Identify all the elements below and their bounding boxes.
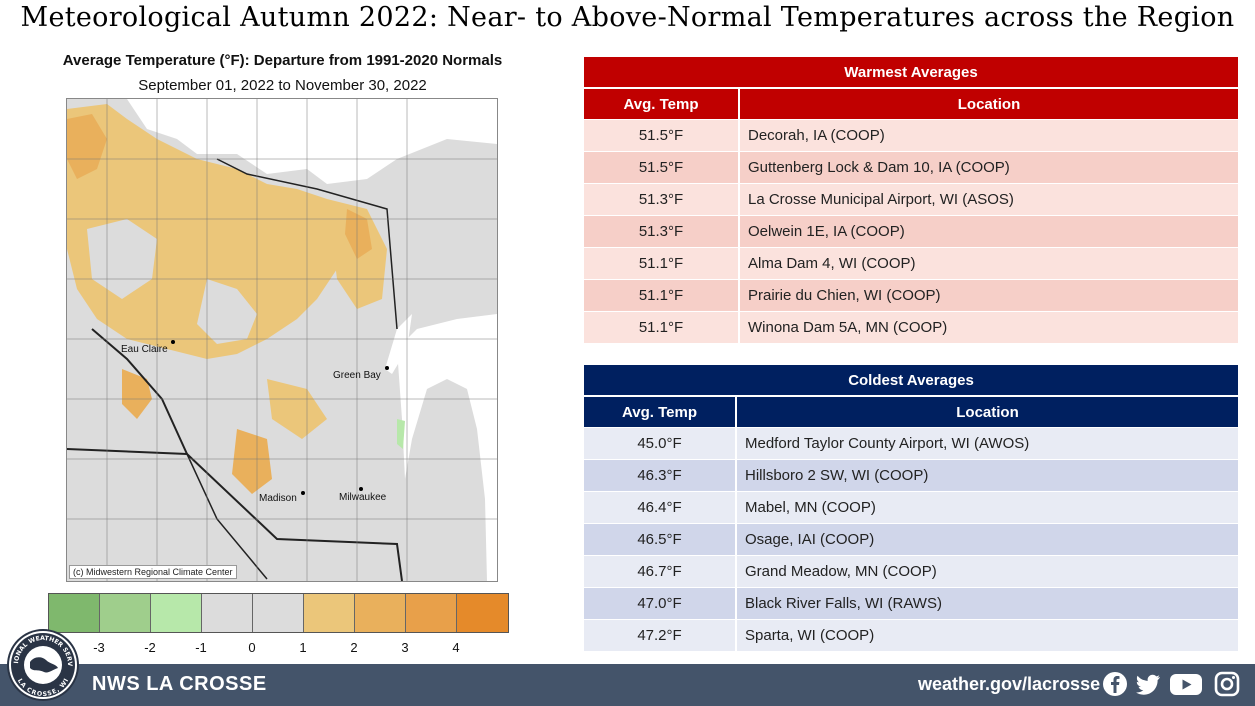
avg-temp-cell: 46.7°F [584, 555, 737, 588]
avg-temp-cell: 46.5°F [584, 523, 737, 556]
avg-temp-cell: 46.3°F [584, 459, 737, 492]
location-cell: Decorah, IA (COOP) [739, 119, 1238, 152]
twitter-icon[interactable] [1134, 670, 1162, 698]
temperature-departure-map: Eau Claire Green Bay Madison Milwaukee (… [66, 98, 498, 582]
table-row: 51.3°F La Crosse Municipal Airport, WI (A… [584, 183, 1238, 216]
coldest-header: Coldest Averages [584, 365, 1238, 396]
table-row: 46.3°F Hillsboro 2 SW, WI (COOP) [584, 459, 1238, 492]
table-row: 51.1°F Prairie du Chien, WI (COOP) [584, 279, 1238, 312]
legend-swatch [202, 594, 253, 632]
map-subtitle: September 01, 2022 to November 30, 2022 [138, 77, 427, 94]
legend-swatch [253, 594, 304, 632]
coldest-col-location: Location [736, 395, 1238, 428]
legend-tick-label: 4 [452, 640, 460, 655]
warmest-averages-table: Warmest Averages Avg. Temp Location 51.5… [584, 57, 1238, 343]
website-link[interactable]: weather.gov/lacrosse [918, 674, 1101, 694]
location-cell: Alma Dam 4, WI (COOP) [739, 247, 1238, 280]
map-graphic [67, 99, 497, 581]
legend-swatch [355, 594, 406, 632]
page-title: Meteorological Autumn 2022: Near- to Abo… [20, 2, 1235, 33]
location-cell: Grand Meadow, MN (COOP) [736, 555, 1238, 588]
nws-logo: NATIONAL WEATHER SERVICE LA CROSSE, WI [6, 628, 79, 701]
location-cell: Osage, IAI (COOP) [736, 523, 1238, 556]
table-row: 45.0°F Medford Taylor County Airport, WI … [584, 427, 1238, 460]
location-cell: Guttenberg Lock & Dam 10, IA (COOP) [739, 151, 1238, 184]
legend-swatch [457, 594, 508, 632]
avg-temp-cell: 51.5°F [584, 151, 740, 184]
avg-temp-cell: 45.0°F [584, 427, 737, 460]
warmest-header: Warmest Averages [584, 57, 1238, 88]
instagram-icon[interactable] [1213, 670, 1241, 698]
table-row: 51.5°F Guttenberg Lock & Dam 10, IA (COOP… [584, 151, 1238, 184]
city-marker-madison [301, 491, 305, 495]
city-label-eau-claire: Eau Claire [121, 344, 168, 355]
legend-tick-label: 0 [248, 640, 256, 655]
location-cell: La Crosse Municipal Airport, WI (ASOS) [739, 183, 1238, 216]
table-row: 51.5°F Decorah, IA (COOP) [584, 119, 1238, 152]
legend-swatch [100, 594, 151, 632]
office-name: NWS LA CROSSE [92, 673, 267, 695]
city-label-madison: Madison [259, 493, 297, 504]
legend-swatch [406, 594, 457, 632]
table-row: 47.0°F Black River Falls, WI (RAWS) [584, 587, 1238, 620]
location-cell: Winona Dam 5A, MN (COOP) [739, 311, 1238, 343]
avg-temp-cell: 51.5°F [584, 119, 740, 152]
legend-tick-label: 2 [350, 640, 358, 655]
coldest-averages-table: Coldest Averages Avg. Temp Location 45.0… [584, 365, 1238, 651]
location-cell: Hillsboro 2 SW, WI (COOP) [736, 459, 1238, 492]
table-row: 46.7°F Grand Meadow, MN (COOP) [584, 555, 1238, 588]
table-row: 47.2°F Sparta, WI (COOP) [584, 619, 1238, 651]
city-marker-milwaukee [359, 487, 363, 491]
legend-tick-label: -1 [195, 640, 207, 655]
legend-swatch [304, 594, 355, 632]
location-cell: Black River Falls, WI (RAWS) [736, 587, 1238, 620]
location-cell: Oelwein 1E, IA (COOP) [739, 215, 1238, 248]
city-marker-eau-claire [171, 340, 175, 344]
table-row: 51.1°F Alma Dam 4, WI (COOP) [584, 247, 1238, 280]
legend-tick-label: 1 [299, 640, 307, 655]
legend-swatch [151, 594, 202, 632]
city-marker-green-bay [385, 366, 389, 370]
youtube-icon[interactable] [1169, 670, 1203, 698]
location-cell: Mabel, MN (COOP) [736, 491, 1238, 524]
avg-temp-cell: 51.3°F [584, 183, 740, 216]
temperature-legend [48, 593, 509, 633]
city-label-milwaukee: Milwaukee [339, 492, 387, 503]
warmest-col-location: Location [739, 87, 1238, 120]
table-row: 46.5°F Osage, IAI (COOP) [584, 523, 1238, 556]
avg-temp-cell: 47.2°F [584, 619, 737, 651]
legend-tick-label: -2 [144, 640, 156, 655]
legend-swatch [49, 594, 100, 632]
map-credit: (c) Midwestern Regional Climate Center [69, 565, 237, 579]
avg-temp-cell: 47.0°F [584, 587, 737, 620]
avg-temp-cell: 51.3°F [584, 215, 740, 248]
table-row: 46.4°F Mabel, MN (COOP) [584, 491, 1238, 524]
warmest-col-temp: Avg. Temp [584, 87, 740, 120]
avg-temp-cell: 51.1°F [584, 247, 740, 280]
location-cell: Prairie du Chien, WI (COOP) [739, 279, 1238, 312]
table-row: 51.3°F Oelwein 1E, IA (COOP) [584, 215, 1238, 248]
table-row: 51.1°F Winona Dam 5A, MN (COOP) [584, 311, 1238, 343]
legend-tick-label: -3 [93, 640, 105, 655]
location-cell: Sparta, WI (COOP) [736, 619, 1238, 651]
avg-temp-cell: 51.1°F [584, 279, 740, 312]
legend-tick-label: 3 [401, 640, 409, 655]
facebook-icon[interactable] [1101, 670, 1129, 698]
avg-temp-cell: 51.1°F [584, 311, 740, 343]
footer-bar: NWS LA CROSSE weather.gov/lacrosse [0, 664, 1255, 706]
city-label-green-bay: Green Bay [333, 370, 381, 381]
coldest-col-temp: Avg. Temp [584, 395, 737, 428]
map-title: Average Temperature (°F): Departure from… [62, 52, 503, 69]
location-cell: Medford Taylor County Airport, WI (AWOS) [736, 427, 1238, 460]
avg-temp-cell: 46.4°F [584, 491, 737, 524]
